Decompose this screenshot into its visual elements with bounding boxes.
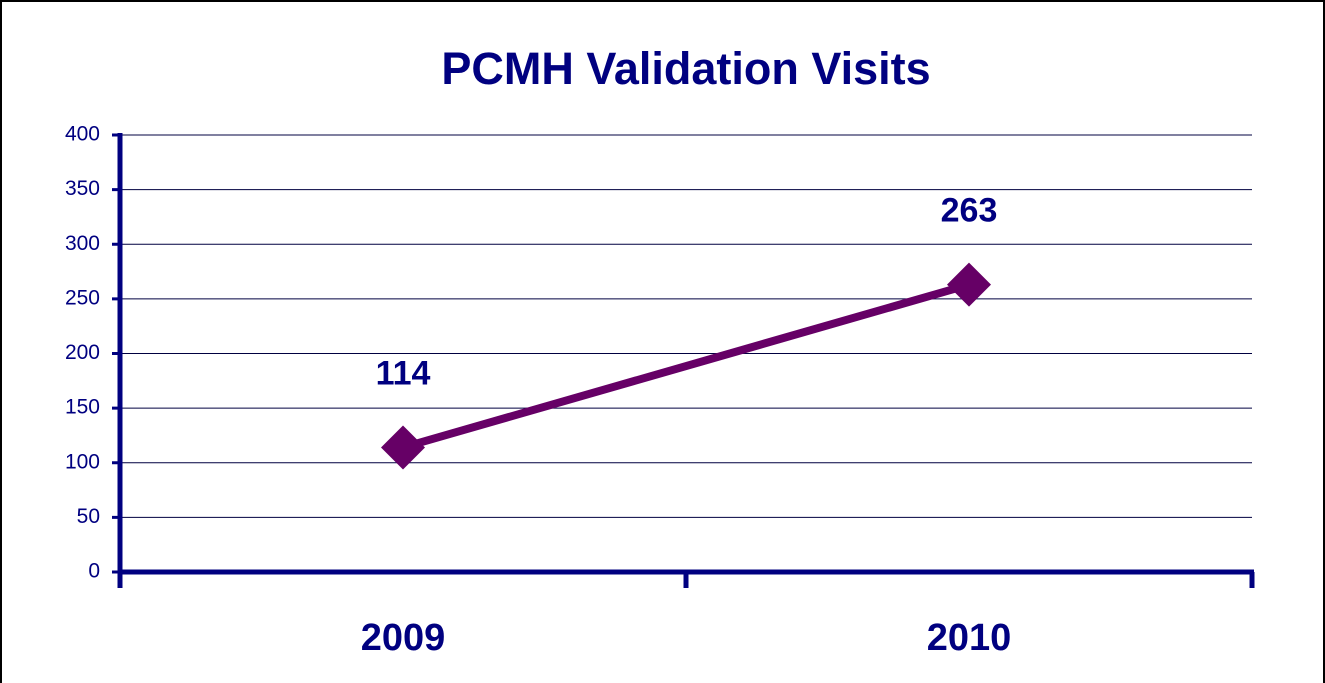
marker [947, 262, 991, 307]
marker [381, 425, 425, 470]
data-label: 263 [941, 192, 998, 230]
y-tick-label: 50 [77, 505, 100, 528]
y-tick-label: 0 [88, 560, 100, 583]
y-tick-label: 150 [65, 396, 100, 419]
line [401, 280, 971, 452]
y-tick-label: 200 [65, 341, 100, 364]
data-label: 114 [376, 354, 431, 392]
y-tick-label: 350 [65, 177, 100, 200]
y-tick-label: 100 [65, 450, 100, 473]
y-tick-label: 250 [65, 286, 100, 309]
chart-title: PCMH Validation Visits [441, 43, 930, 94]
x-tick-label: 2010 [927, 617, 1012, 659]
x-tick-label: 2009 [361, 617, 446, 659]
y-tick-label: 300 [65, 232, 100, 255]
y-tick-label: 400 [65, 123, 100, 146]
